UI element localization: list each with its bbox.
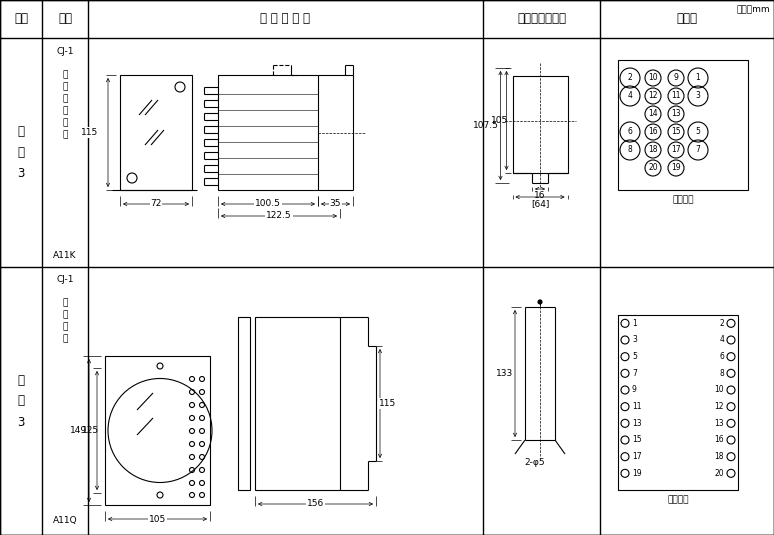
Text: 结构: 结构 [58,12,72,26]
Text: （前视）: （前视） [667,495,689,505]
Text: 3: 3 [696,91,700,101]
Text: 2: 2 [628,73,632,82]
Text: 外 形 尺 寸 图: 外 形 尺 寸 图 [261,12,310,26]
Text: 35: 35 [330,200,341,209]
Text: 安装开孔尺寸图: 安装开孔尺寸图 [517,12,566,26]
Text: 8: 8 [628,146,632,155]
Text: 17: 17 [671,146,681,155]
Text: 11: 11 [632,402,642,411]
Text: 133: 133 [496,369,513,378]
Text: 5: 5 [696,127,700,136]
Text: 9: 9 [673,73,679,82]
Text: 125: 125 [82,426,99,435]
Text: 10: 10 [648,73,658,82]
Text: 115: 115 [379,399,396,408]
Text: 4: 4 [628,91,632,101]
Text: 7: 7 [632,369,637,378]
Text: 115: 115 [81,128,98,137]
Bar [512,75,567,173]
Text: 72: 72 [150,200,162,209]
Text: 9: 9 [632,386,637,394]
Text: 20: 20 [714,469,724,478]
Bar [618,60,748,190]
Text: 接: 接 [63,323,67,332]
Text: 18: 18 [714,452,724,461]
Text: 19: 19 [632,469,642,478]
Text: 接: 接 [63,118,67,127]
Text: （背视）: （背视） [673,195,694,204]
Text: 10: 10 [714,386,724,394]
Text: 15: 15 [671,127,681,136]
Text: 前: 前 [63,310,67,319]
Text: CJ-1: CJ-1 [57,48,74,57]
Text: 8: 8 [719,369,724,378]
Text: 13: 13 [671,110,681,118]
Bar [105,356,210,505]
Bar [618,315,738,490]
Text: 4: 4 [719,335,724,345]
Text: 附
图
3: 附 图 3 [17,373,25,429]
Text: 图号: 图号 [14,12,28,26]
Text: 13: 13 [714,419,724,428]
Text: 单位：mm: 单位：mm [736,5,770,14]
Text: 线: 线 [63,334,67,343]
Text: 156: 156 [307,500,324,508]
Text: 1: 1 [632,319,637,328]
Text: 14: 14 [648,110,658,118]
Text: 105: 105 [149,515,166,524]
Text: 17: 17 [632,452,642,461]
Text: 2-φ5: 2-φ5 [525,458,546,467]
Text: 12: 12 [714,402,724,411]
Text: 端子图: 端子图 [676,12,697,26]
Text: 7: 7 [696,146,700,155]
Text: 16: 16 [648,127,658,136]
Text: 12: 12 [649,91,658,101]
Bar [120,75,192,190]
Text: 线: 线 [63,131,67,140]
Text: CJ-1: CJ-1 [57,276,74,285]
Bar [255,317,340,490]
Circle shape [538,300,542,304]
Text: 入: 入 [63,82,67,91]
Text: 式: 式 [63,95,67,103]
Text: 附
图
3: 附 图 3 [17,125,25,180]
Text: 11: 11 [671,91,681,101]
Text: 105: 105 [491,116,509,125]
Text: 19: 19 [671,164,681,172]
Text: 15: 15 [632,435,642,445]
Text: 107.5: 107.5 [473,121,498,130]
Text: A11Q: A11Q [53,516,77,524]
Text: 16: 16 [714,435,724,445]
Text: 16: 16 [534,190,546,200]
Text: 6: 6 [628,127,632,136]
Text: 板: 板 [63,299,67,308]
Text: 149: 149 [70,426,87,435]
Text: 5: 5 [632,352,637,361]
Text: 嵌: 嵌 [63,71,67,80]
Text: 后: 后 [63,106,67,116]
Text: A11K: A11K [53,250,77,259]
Text: 3: 3 [632,335,637,345]
Text: 13: 13 [632,419,642,428]
Text: 6: 6 [719,352,724,361]
Text: 2: 2 [719,319,724,328]
Text: 18: 18 [649,146,658,155]
Text: 1: 1 [696,73,700,82]
Bar [238,317,250,490]
Text: 100.5: 100.5 [255,200,281,209]
Bar [218,75,318,190]
Text: 122.5: 122.5 [266,211,292,220]
Text: [64]: [64] [531,200,550,209]
Text: 20: 20 [648,164,658,172]
